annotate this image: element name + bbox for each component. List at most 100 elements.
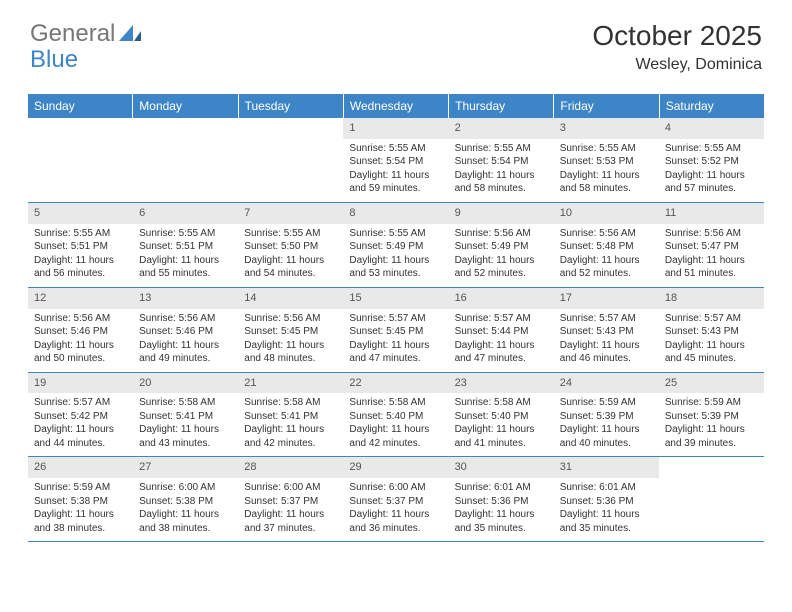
day-number: 18 (659, 288, 764, 309)
day-number: 31 (554, 457, 659, 478)
sunset-text: Sunset: 5:41 PM (244, 410, 337, 424)
day-body: Sunrise: 5:57 AMSunset: 5:43 PMDaylight:… (554, 309, 659, 372)
day-number: 25 (659, 373, 764, 394)
month-title: October 2025 (592, 20, 762, 52)
sunset-text: Sunset: 5:53 PM (560, 155, 653, 169)
day-number: 7 (238, 203, 343, 224)
daylight-text: Daylight: 11 hours and 35 minutes. (455, 508, 548, 535)
day-cell: 15Sunrise: 5:57 AMSunset: 5:45 PMDayligh… (343, 288, 448, 372)
day-body: Sunrise: 5:59 AMSunset: 5:39 PMDaylight:… (659, 393, 764, 456)
daylight-text: Daylight: 11 hours and 53 minutes. (349, 254, 442, 281)
day-number: 19 (28, 373, 133, 394)
sunrise-text: Sunrise: 5:58 AM (455, 396, 548, 410)
sunset-text: Sunset: 5:47 PM (665, 240, 758, 254)
sunset-text: Sunset: 5:51 PM (34, 240, 127, 254)
daylight-text: Daylight: 11 hours and 58 minutes. (455, 169, 548, 196)
day-cell: 30Sunrise: 6:01 AMSunset: 5:36 PMDayligh… (449, 457, 554, 541)
sunrise-text: Sunrise: 6:01 AM (455, 481, 548, 495)
sunrise-text: Sunrise: 5:55 AM (139, 227, 232, 241)
sunset-text: Sunset: 5:40 PM (455, 410, 548, 424)
day-number: 10 (554, 203, 659, 224)
daylight-text: Daylight: 11 hours and 58 minutes. (560, 169, 653, 196)
daylight-text: Daylight: 11 hours and 39 minutes. (665, 423, 758, 450)
day-cell: 1Sunrise: 5:55 AMSunset: 5:54 PMDaylight… (343, 118, 448, 202)
daylight-text: Daylight: 11 hours and 41 minutes. (455, 423, 548, 450)
sunset-text: Sunset: 5:46 PM (34, 325, 127, 339)
sunset-text: Sunset: 5:51 PM (139, 240, 232, 254)
daylight-text: Daylight: 11 hours and 43 minutes. (139, 423, 232, 450)
day-cell: 12Sunrise: 5:56 AMSunset: 5:46 PMDayligh… (28, 288, 133, 372)
day-body: Sunrise: 6:00 AMSunset: 5:38 PMDaylight:… (133, 478, 238, 541)
daylight-text: Daylight: 11 hours and 49 minutes. (139, 339, 232, 366)
day-body: Sunrise: 5:56 AMSunset: 5:46 PMDaylight:… (28, 309, 133, 372)
logo-text-general: General (30, 20, 115, 48)
day-number: 17 (554, 288, 659, 309)
sunset-text: Sunset: 5:45 PM (349, 325, 442, 339)
day-number: 12 (28, 288, 133, 309)
day-body: Sunrise: 5:56 AMSunset: 5:47 PMDaylight:… (659, 224, 764, 287)
day-number: 24 (554, 373, 659, 394)
daylight-text: Daylight: 11 hours and 35 minutes. (560, 508, 653, 535)
sunset-text: Sunset: 5:37 PM (244, 495, 337, 509)
day-number: 15 (343, 288, 448, 309)
sunset-text: Sunset: 5:43 PM (560, 325, 653, 339)
title-block: October 2025 Wesley, Dominica (592, 20, 762, 74)
day-body: Sunrise: 5:59 AMSunset: 5:38 PMDaylight:… (28, 478, 133, 541)
day-header-monday: Monday (133, 94, 238, 118)
day-body: Sunrise: 5:58 AMSunset: 5:40 PMDaylight:… (343, 393, 448, 456)
weeks-container: 1Sunrise: 5:55 AMSunset: 5:54 PMDaylight… (28, 118, 764, 542)
sunset-text: Sunset: 5:45 PM (244, 325, 337, 339)
calendar: Sunday Monday Tuesday Wednesday Thursday… (28, 94, 764, 542)
sunrise-text: Sunrise: 5:55 AM (349, 142, 442, 156)
day-cell: 26Sunrise: 5:59 AMSunset: 5:38 PMDayligh… (28, 457, 133, 541)
day-number: 11 (659, 203, 764, 224)
daylight-text: Daylight: 11 hours and 50 minutes. (34, 339, 127, 366)
sunrise-text: Sunrise: 5:56 AM (139, 312, 232, 326)
day-cell: 25Sunrise: 5:59 AMSunset: 5:39 PMDayligh… (659, 373, 764, 457)
sunrise-text: Sunrise: 6:00 AM (139, 481, 232, 495)
sunrise-text: Sunrise: 5:57 AM (560, 312, 653, 326)
daylight-text: Daylight: 11 hours and 52 minutes. (560, 254, 653, 281)
week-row: 26Sunrise: 5:59 AMSunset: 5:38 PMDayligh… (28, 457, 764, 542)
sunset-text: Sunset: 5:36 PM (455, 495, 548, 509)
daylight-text: Daylight: 11 hours and 56 minutes. (34, 254, 127, 281)
day-body: Sunrise: 5:58 AMSunset: 5:41 PMDaylight:… (238, 393, 343, 456)
daylight-text: Daylight: 11 hours and 38 minutes. (139, 508, 232, 535)
daylight-text: Daylight: 11 hours and 47 minutes. (455, 339, 548, 366)
day-body: Sunrise: 5:55 AMSunset: 5:54 PMDaylight:… (449, 139, 554, 202)
day-body: Sunrise: 5:58 AMSunset: 5:40 PMDaylight:… (449, 393, 554, 456)
sunset-text: Sunset: 5:38 PM (34, 495, 127, 509)
day-cell: 4Sunrise: 5:55 AMSunset: 5:52 PMDaylight… (659, 118, 764, 202)
day-body: Sunrise: 5:57 AMSunset: 5:42 PMDaylight:… (28, 393, 133, 456)
daylight-text: Daylight: 11 hours and 59 minutes. (349, 169, 442, 196)
daylight-text: Daylight: 11 hours and 44 minutes. (34, 423, 127, 450)
day-number: 30 (449, 457, 554, 478)
day-number: 6 (133, 203, 238, 224)
day-cell: 10Sunrise: 5:56 AMSunset: 5:48 PMDayligh… (554, 203, 659, 287)
sunrise-text: Sunrise: 5:57 AM (665, 312, 758, 326)
header: General October 2025 Wesley, Dominica (0, 0, 792, 84)
day-cell: 3Sunrise: 5:55 AMSunset: 5:53 PMDaylight… (554, 118, 659, 202)
day-number: 16 (449, 288, 554, 309)
sunset-text: Sunset: 5:39 PM (665, 410, 758, 424)
day-number: 5 (28, 203, 133, 224)
day-body: Sunrise: 5:55 AMSunset: 5:52 PMDaylight:… (659, 139, 764, 202)
sunset-text: Sunset: 5:52 PM (665, 155, 758, 169)
day-number: 29 (343, 457, 448, 478)
day-cell: 7Sunrise: 5:55 AMSunset: 5:50 PMDaylight… (238, 203, 343, 287)
day-cell: 18Sunrise: 5:57 AMSunset: 5:43 PMDayligh… (659, 288, 764, 372)
daylight-text: Daylight: 11 hours and 42 minutes. (244, 423, 337, 450)
sunset-text: Sunset: 5:54 PM (455, 155, 548, 169)
sunset-text: Sunset: 5:44 PM (455, 325, 548, 339)
logo-text-blue: Blue (30, 46, 78, 74)
sunrise-text: Sunrise: 5:55 AM (244, 227, 337, 241)
day-body: Sunrise: 6:01 AMSunset: 5:36 PMDaylight:… (449, 478, 554, 541)
day-cell: 2Sunrise: 5:55 AMSunset: 5:54 PMDaylight… (449, 118, 554, 202)
day-body: Sunrise: 5:55 AMSunset: 5:49 PMDaylight:… (343, 224, 448, 287)
day-body: Sunrise: 5:55 AMSunset: 5:54 PMDaylight:… (343, 139, 448, 202)
day-cell (133, 118, 238, 202)
sunrise-text: Sunrise: 5:58 AM (244, 396, 337, 410)
day-number: 28 (238, 457, 343, 478)
day-cell: 31Sunrise: 6:01 AMSunset: 5:36 PMDayligh… (554, 457, 659, 541)
day-number: 9 (449, 203, 554, 224)
